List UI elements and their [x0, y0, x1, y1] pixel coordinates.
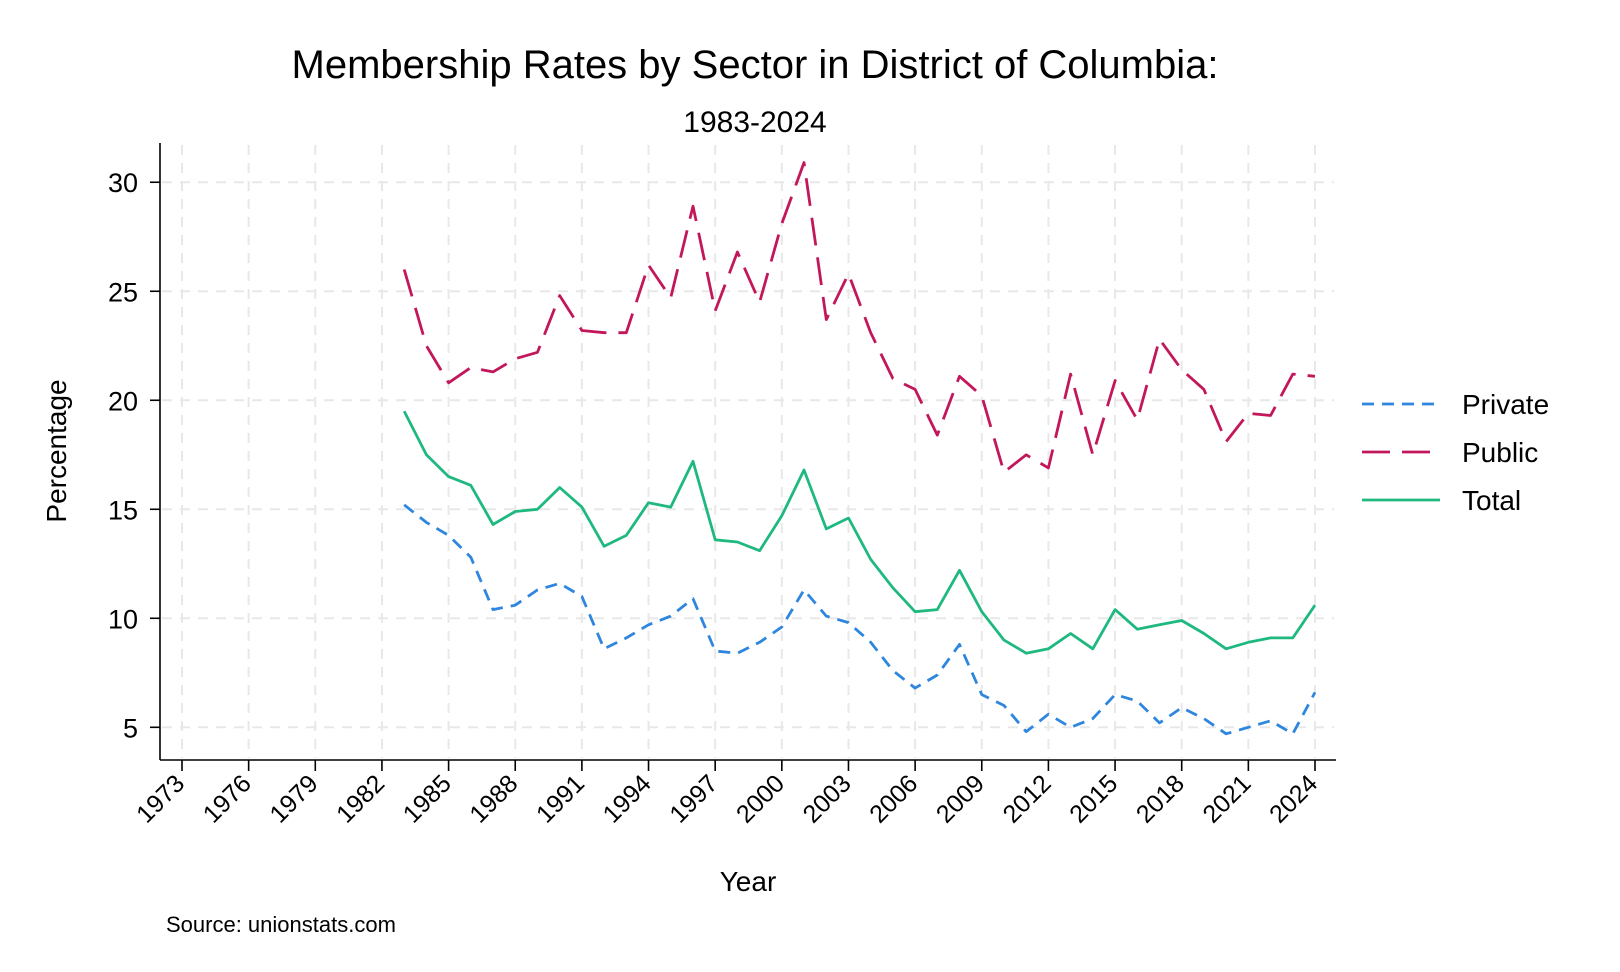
y-tick-label: 10: [108, 604, 138, 634]
legend: Private Public Total: [1362, 389, 1549, 516]
x-tick-label: 2009: [931, 769, 990, 828]
x-tick-label: 2006: [864, 769, 923, 828]
chart-subtitle: 1983-2024: [683, 106, 826, 139]
y-tick-label: 5: [123, 713, 138, 743]
y-tick-label: 30: [108, 168, 138, 198]
x-tick-label: 2015: [1064, 769, 1123, 828]
x-tick-label: 2000: [731, 769, 790, 828]
x-tick-label: 2018: [1131, 769, 1190, 828]
series-line-total: [402, 410, 1317, 655]
legend-label-public: Public: [1462, 437, 1538, 468]
series-line-public: [402, 161, 1316, 474]
x-tick-label: 1985: [398, 769, 457, 828]
x-tick-label: 2012: [998, 769, 1057, 828]
series-line-private: [403, 503, 1317, 736]
x-tick-label: 1988: [464, 769, 523, 828]
legend-label-total: Total: [1462, 485, 1521, 516]
grid: [162, 145, 1334, 758]
y-tick-label: 15: [108, 495, 138, 525]
source-note: Source: unionstats.com: [166, 912, 396, 937]
x-tick-label: 1979: [264, 769, 323, 828]
chart-title: Membership Rates by Sector in District o…: [292, 43, 1219, 87]
y-tick-label: 25: [108, 277, 138, 307]
x-tick-label: 1982: [331, 769, 390, 828]
y-tick-label: 20: [108, 386, 138, 416]
axes: [159, 143, 1336, 761]
x-axis-label: Year: [720, 866, 777, 897]
y-axis-ticks: 5 10 15 20 25 30: [108, 168, 160, 743]
x-tick-label: 1991: [531, 769, 590, 828]
x-axis-ticks: 1973 1976 1979 1982 1985 1988 1991 1994 1997 2000…: [131, 760, 1323, 829]
legend-label-private: Private: [1462, 389, 1549, 420]
x-tick-label: 2021: [1197, 769, 1256, 828]
x-tick-label: 1973: [131, 769, 190, 828]
y-axis-label: Percentage: [41, 379, 72, 522]
x-tick-label: 2003: [798, 769, 857, 828]
series: [402, 161, 1317, 736]
x-tick-label: 1997: [664, 769, 723, 828]
x-tick-label: 1976: [198, 769, 257, 828]
x-tick-label: 1994: [598, 769, 657, 828]
x-tick-label: 2024: [1264, 769, 1323, 828]
